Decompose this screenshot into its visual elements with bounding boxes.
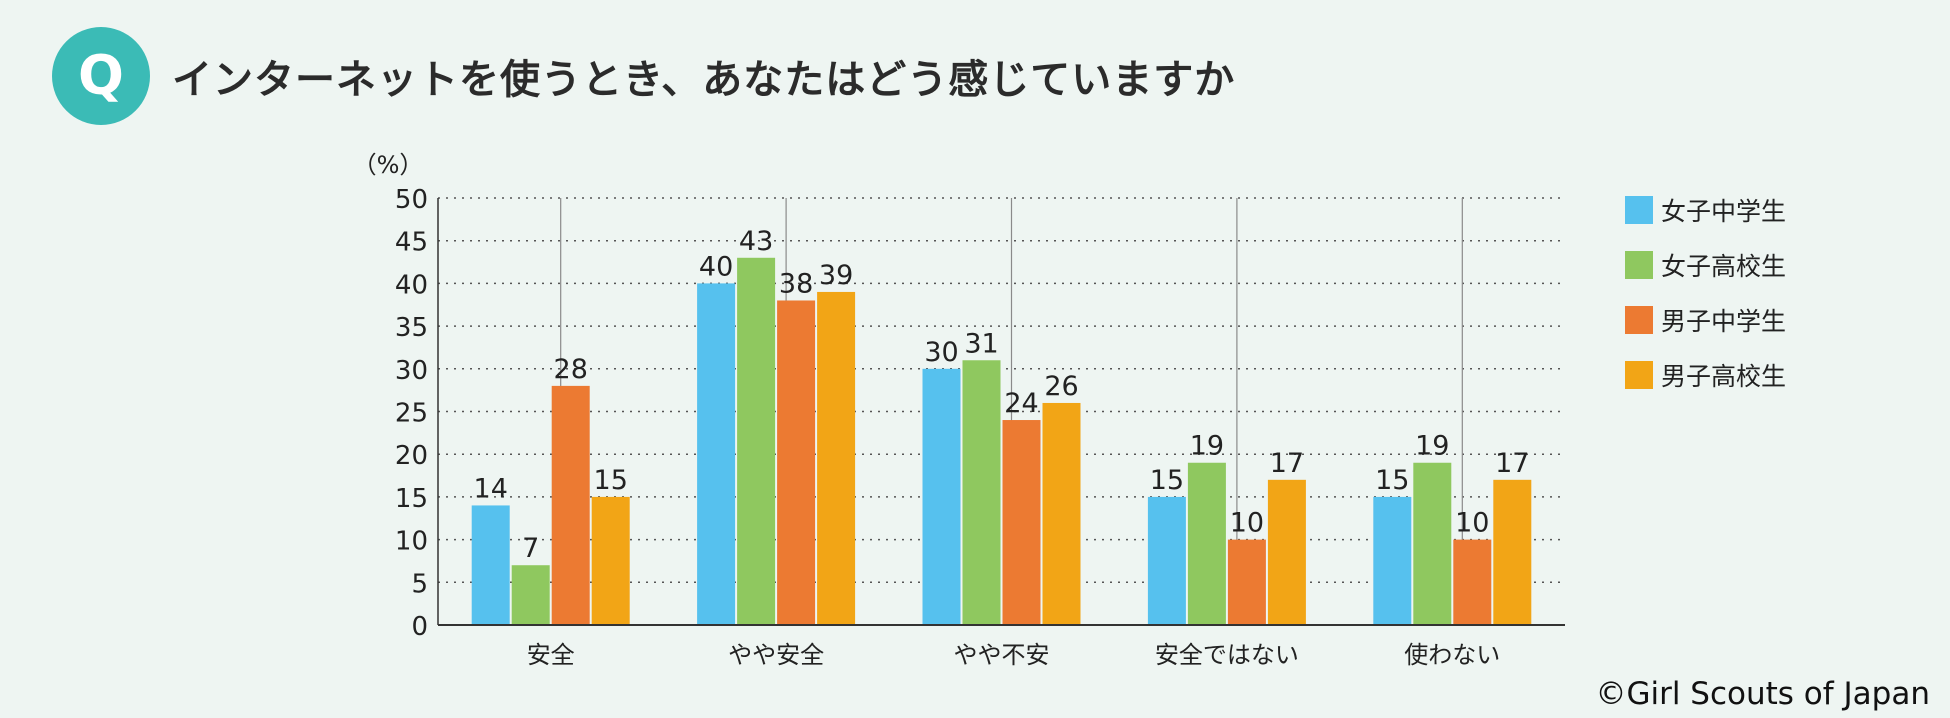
copyright-text: ©Girl Scouts of Japan <box>1595 676 1930 712</box>
bar-value-label: 10 <box>1455 508 1489 539</box>
legend-label: 女子中学生 <box>1661 197 1786 226</box>
bar <box>1147 496 1186 625</box>
y-tick-label: 0 <box>411 612 428 642</box>
x-category-label: やや不安 <box>954 641 1050 669</box>
legend-label: 女子高校生 <box>1661 252 1786 281</box>
bar <box>1187 462 1226 625</box>
bar <box>777 300 816 625</box>
legend-swatch <box>1625 361 1653 389</box>
bar <box>1002 420 1041 625</box>
y-tick-label: 5 <box>411 569 428 599</box>
question-badge: Q <box>52 26 150 125</box>
legend-label: 男子高校生 <box>1661 362 1786 391</box>
bar-value-label: 14 <box>474 473 508 504</box>
bar <box>1227 539 1266 625</box>
y-tick-label: 25 <box>395 399 428 429</box>
bar <box>1267 479 1306 625</box>
bar-value-label: 43 <box>739 226 773 257</box>
bar-value-label: 39 <box>819 260 853 291</box>
bar <box>1493 479 1532 625</box>
bar <box>697 283 736 625</box>
y-axis-label: （%） <box>353 151 424 179</box>
y-tick-label: 30 <box>395 356 428 386</box>
bar-value-label: 15 <box>1375 465 1409 496</box>
legend-swatch <box>1625 251 1653 279</box>
bar <box>962 360 1001 625</box>
x-category-label: やや安全 <box>728 641 824 669</box>
legend-swatch <box>1625 306 1653 334</box>
y-tick-label: 50 <box>395 185 428 215</box>
bar-value-label: 15 <box>594 465 628 496</box>
bar <box>591 496 630 625</box>
bar <box>471 505 510 625</box>
bar <box>817 291 856 625</box>
bar-value-label: 30 <box>924 337 958 368</box>
bar-value-label: 40 <box>699 251 733 282</box>
bar <box>922 368 961 625</box>
y-tick-label: 35 <box>395 313 428 343</box>
page-title: インターネットを使うとき、あなたはどう感じていますか <box>172 56 1236 103</box>
bar-value-label: 19 <box>1190 431 1224 462</box>
y-tick-label: 45 <box>395 228 428 258</box>
legend-label: 男子中学生 <box>1661 307 1786 336</box>
bar-value-label: 17 <box>1270 448 1304 479</box>
bar <box>511 565 550 625</box>
bar-value-label: 31 <box>964 328 998 359</box>
bar <box>1453 539 1492 625</box>
legend-swatch <box>1625 196 1653 224</box>
bar <box>1373 496 1412 625</box>
x-category-label: 安全 <box>527 641 575 669</box>
bar-value-label: 15 <box>1150 465 1184 496</box>
bar-value-label: 19 <box>1415 431 1449 462</box>
x-category-label: 使わない <box>1404 641 1500 669</box>
y-tick-label: 40 <box>395 270 428 300</box>
y-tick-label: 20 <box>395 441 428 471</box>
bar-value-label: 17 <box>1495 448 1529 479</box>
bar-value-label: 38 <box>779 268 813 299</box>
x-category-label: 安全ではない <box>1155 641 1299 669</box>
bar <box>551 385 590 625</box>
y-tick-label: 10 <box>395 527 428 557</box>
header: Q インターネットを使うとき、あなたはどう感じていますか <box>52 26 1236 125</box>
bar <box>737 257 776 625</box>
bar-value-label: 26 <box>1044 371 1078 402</box>
bar <box>1413 462 1452 625</box>
y-tick-label: 15 <box>395 484 428 514</box>
bar-value-label: 10 <box>1230 508 1264 539</box>
bar-value-label: 28 <box>554 354 588 385</box>
bar-value-label: 7 <box>522 533 539 564</box>
bar-value-label: 24 <box>1004 388 1038 419</box>
bar <box>1042 402 1081 625</box>
